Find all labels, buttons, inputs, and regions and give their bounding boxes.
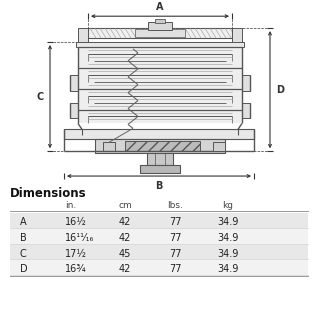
Text: 16¾: 16¾: [65, 264, 87, 275]
Text: Dimensions: Dimensions: [10, 187, 87, 200]
Text: B: B: [20, 233, 27, 243]
Text: 77: 77: [169, 264, 181, 275]
Text: 34.9: 34.9: [217, 264, 239, 275]
Bar: [78, 28, 88, 42]
Bar: [70, 103, 78, 118]
Text: A: A: [20, 217, 27, 227]
Text: 77: 77: [169, 249, 181, 259]
Bar: [213, 142, 225, 151]
Bar: [140, 165, 180, 173]
Text: 42: 42: [119, 233, 131, 243]
Text: C: C: [37, 92, 44, 102]
Bar: [242, 103, 250, 118]
Text: lbs.: lbs.: [167, 201, 183, 210]
Bar: [70, 75, 78, 91]
Text: 77: 77: [169, 233, 181, 243]
Text: 42: 42: [119, 217, 131, 227]
Text: C: C: [20, 249, 27, 259]
Text: cm: cm: [118, 201, 132, 210]
Text: 16¹¹⁄₁₆: 16¹¹⁄₁₆: [65, 233, 94, 243]
Text: 34.9: 34.9: [217, 249, 239, 259]
Bar: [155, 19, 165, 23]
Text: A: A: [156, 2, 164, 12]
Text: 42: 42: [119, 264, 131, 275]
Text: D: D: [276, 85, 284, 95]
Bar: [76, 42, 244, 47]
Text: 17½: 17½: [65, 249, 87, 259]
Bar: [78, 47, 242, 124]
Bar: [242, 75, 250, 91]
Text: 34.9: 34.9: [217, 217, 239, 227]
Bar: [88, 28, 232, 38]
Bar: [10, 213, 308, 228]
Bar: [64, 129, 254, 139]
Bar: [10, 260, 308, 275]
Bar: [125, 141, 200, 151]
Text: in.: in.: [65, 201, 76, 210]
Bar: [10, 244, 308, 260]
Bar: [10, 229, 308, 244]
Bar: [135, 29, 185, 37]
Text: D: D: [20, 264, 28, 275]
Text: 34.9: 34.9: [217, 233, 239, 243]
Bar: [148, 22, 172, 30]
Bar: [103, 142, 115, 151]
Bar: [147, 153, 173, 165]
Text: 16½: 16½: [65, 217, 87, 227]
Bar: [95, 139, 225, 153]
Text: 77: 77: [169, 217, 181, 227]
Bar: [232, 28, 242, 42]
Text: 45: 45: [119, 249, 131, 259]
Text: kg: kg: [222, 201, 234, 210]
Text: B: B: [155, 181, 163, 191]
